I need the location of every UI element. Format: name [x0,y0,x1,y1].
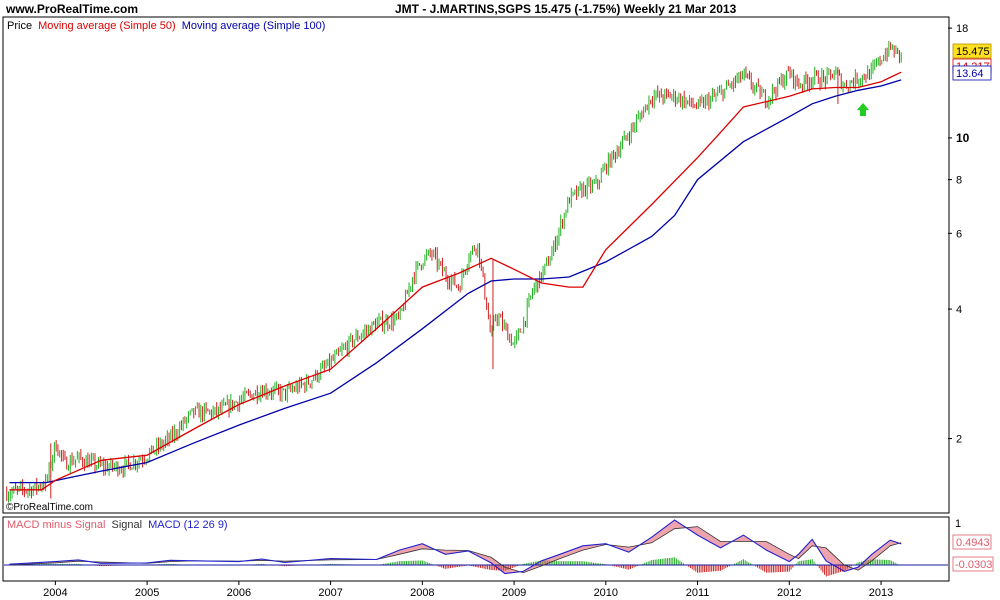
x-tick-label: 2011 [686,587,710,599]
legend-macd-hist: MACD minus Signal [7,519,105,531]
price-y-tick-label: 6 [956,228,962,240]
macd-y-tick: 1 [955,518,961,530]
x-tick-label: 2012 [777,587,801,599]
price-y-axis: 18 10 8 6 4 2 [948,23,970,446]
ma100-value: 13.64 [956,68,984,80]
x-tick-label: 2006 [227,587,251,599]
x-tick-label: 2007 [318,587,342,599]
x-tick-label: 2010 [594,587,618,599]
last-price-value: 15.475 [956,46,990,58]
x-tick-label: 2009 [502,587,526,599]
price-y-tick-label: 8 [956,175,962,187]
price-candles [6,40,902,503]
macd-value: 0.4943 [956,537,990,549]
legend-ma100: Moving average (Simple 100) [182,20,326,32]
macd-line [9,519,902,575]
x-axis: 2004 2005 2006 2007 2008 2009 2010 2011 2012 2013 [43,581,893,599]
ma100-value-tag [952,65,992,81]
macd-panel [2,516,950,582]
price-legend: Price Moving average (Simple 50) Moving … [7,20,325,32]
macd-legend: MACD minus Signal Signal MACD (12 26 9) [7,519,228,531]
legend-ma50: Moving average (Simple 50) [38,20,176,32]
macd-value-tag [952,534,992,550]
legend-price: Price [7,20,32,32]
macd-hist-value: -0.0303 [955,559,992,571]
price-y-tick-label: 18 [956,23,968,35]
ma100-line [9,79,902,484]
legend-macd: MACD (12 26 9) [148,519,227,531]
macd-hist-value-tag [952,556,994,572]
up-arrow-icon [857,103,869,116]
watermark: ©ProRealTime.com [6,502,93,513]
site-label[interactable]: www.ProRealTime.com [5,2,138,16]
x-tick-label: 2008 [410,587,434,599]
x-tick-label: 2004 [43,587,67,599]
price-y-tick-label: 4 [956,304,962,316]
x-tick-label: 2013 [869,587,893,599]
ma50-line [9,71,902,491]
x-tick-label: 2005 [135,587,159,599]
price-y-tick-label: 10 [956,131,970,145]
last-value-tags: 15.475 14.217 13.64 [952,43,992,81]
price-y-tick-label: 2 [956,434,962,446]
legend-signal: Signal [111,519,142,531]
chart-title: JMT - J.MARTINS,SGPS 15.475 (-1.75%) Wee… [395,2,737,16]
last-price-tag [952,43,992,59]
